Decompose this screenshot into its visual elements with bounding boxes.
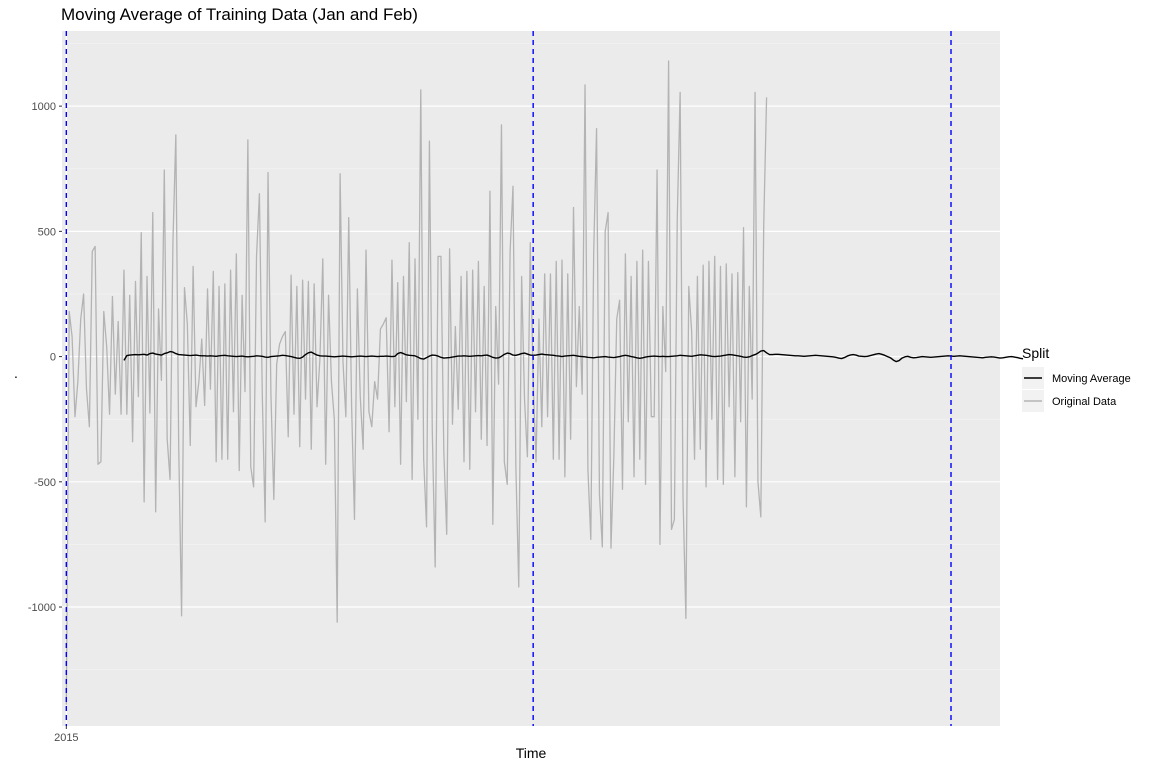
y-tick-label: 500 — [38, 226, 56, 238]
legend-item-moving-average: Moving Average — [1022, 367, 1131, 389]
series-line-original-data — [65, 60, 768, 705]
legend-label-moving-average: Moving Average — [1052, 373, 1131, 385]
y-tick-label: -500 — [34, 477, 56, 489]
y-axis-title: . — [14, 365, 18, 381]
series-line-moving-average — [123, 349, 1024, 363]
y-tick-label: 0 — [50, 352, 56, 364]
split-lines — [65, 31, 952, 726]
chart-title: Moving Average of Training Data (Jan and… — [61, 5, 418, 24]
legend: Split Moving Average Original Data — [1022, 345, 1131, 412]
legend-item-original-data: Original Data — [1022, 390, 1117, 412]
x-axis: 2015 — [54, 726, 79, 744]
y-tick-label: 1000 — [32, 101, 56, 113]
x-axis-title: Time — [516, 745, 547, 761]
plot-panel — [62, 31, 1000, 726]
y-axis: -1000 -500 0 500 1000 — [28, 101, 62, 614]
series-layer — [65, 60, 1024, 705]
x-tick-label: 2015 — [54, 732, 78, 744]
legend-title: Split — [1022, 345, 1049, 361]
y-tick-label: -1000 — [28, 602, 56, 614]
legend-label-original-data: Original Data — [1052, 396, 1117, 408]
